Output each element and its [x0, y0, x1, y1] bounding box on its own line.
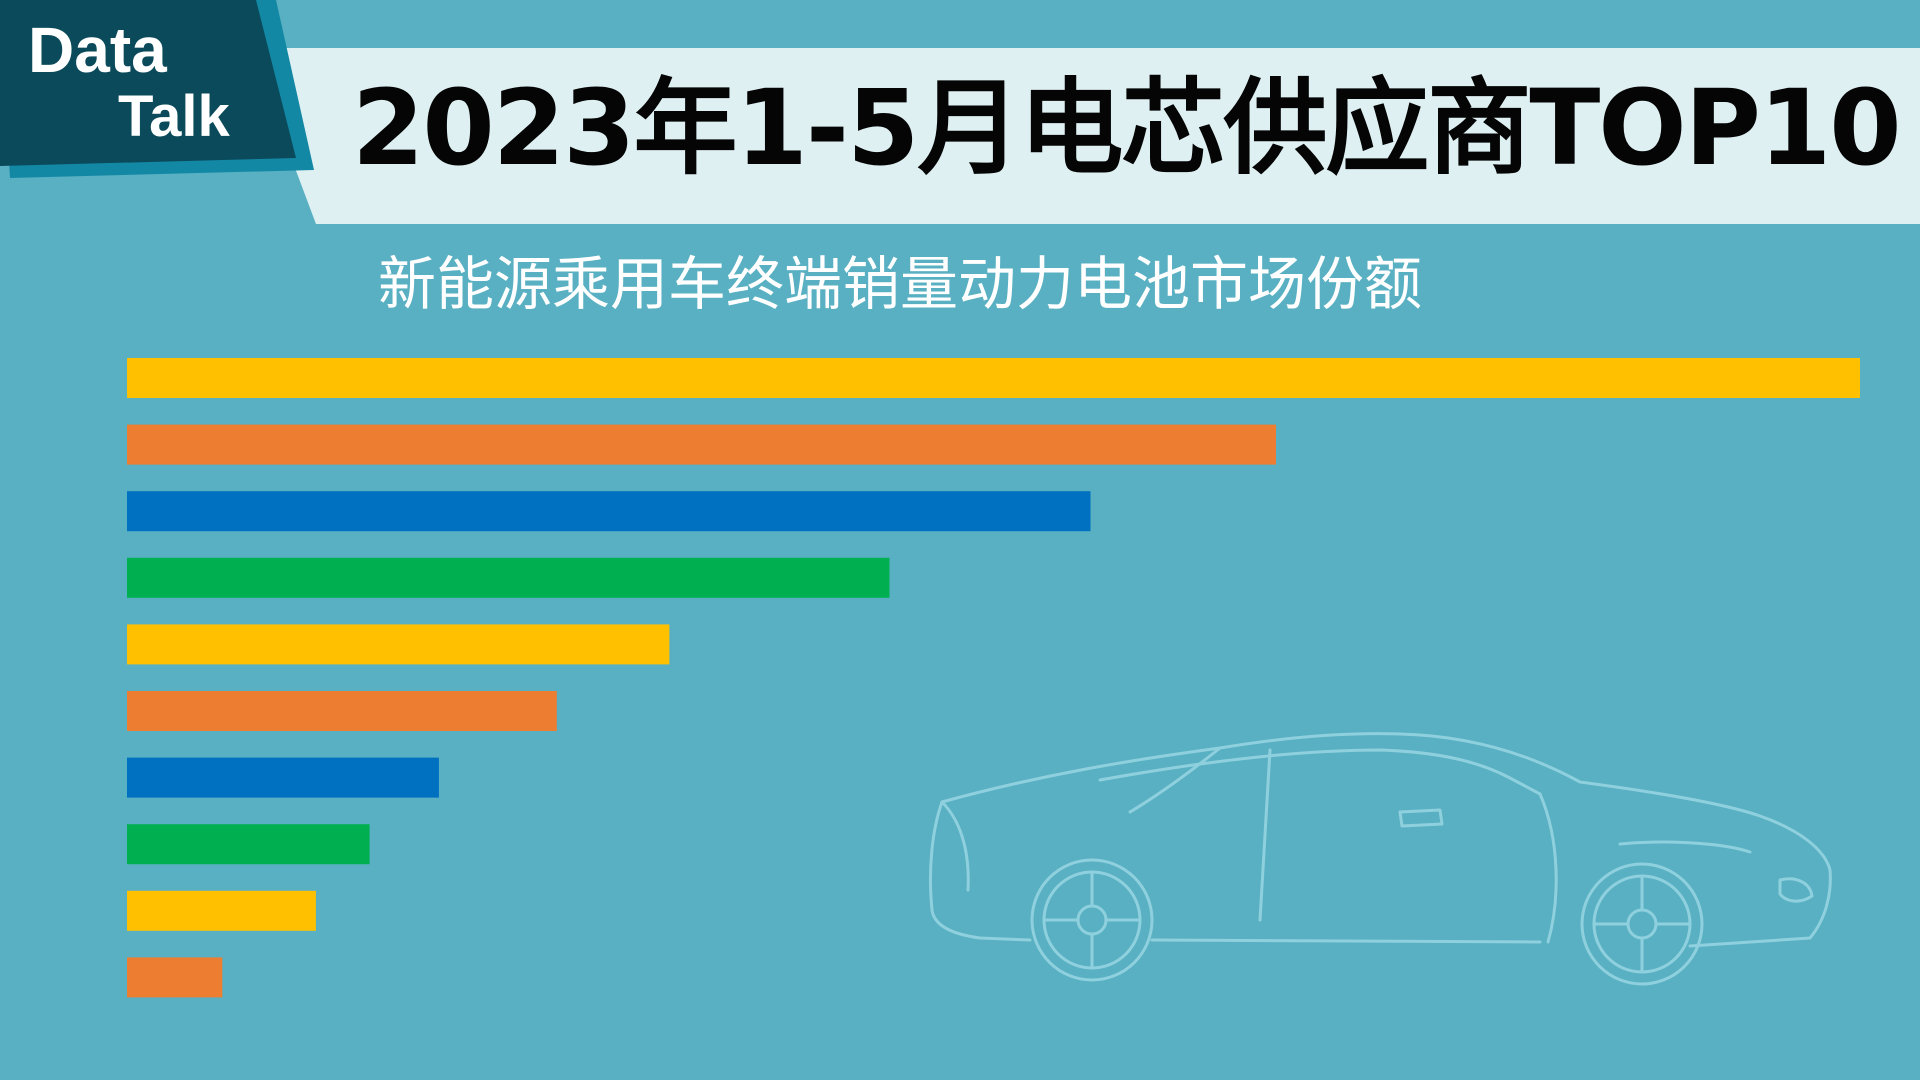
- brand-logo-text-data: Data: [28, 14, 167, 86]
- sports-car-outline-icon: [928, 732, 1832, 986]
- bar-5: [127, 624, 670, 665]
- bar-6: [127, 691, 557, 731]
- bar-7: [127, 757, 439, 798]
- title-banner: [0, 0, 1920, 224]
- brand-badge-background: [0, 0, 296, 166]
- bar-3: [127, 491, 1091, 532]
- bar-4: [127, 557, 890, 598]
- chart-subtitle: 新能源乘用车终端销量动力电池市场份额: [378, 250, 1423, 318]
- bar-1: [127, 358, 1860, 398]
- bar-series: [127, 358, 1860, 998]
- title-banner-background: [250, 48, 1920, 224]
- page-title: 2023年1-5月电芯供应商TOP10: [352, 67, 1902, 189]
- bar-10: [127, 957, 223, 998]
- bar-9: [127, 890, 316, 931]
- bar-8: [127, 824, 370, 865]
- bar-2: [127, 424, 1276, 465]
- brand-logo-text-talk: Talk: [118, 84, 230, 149]
